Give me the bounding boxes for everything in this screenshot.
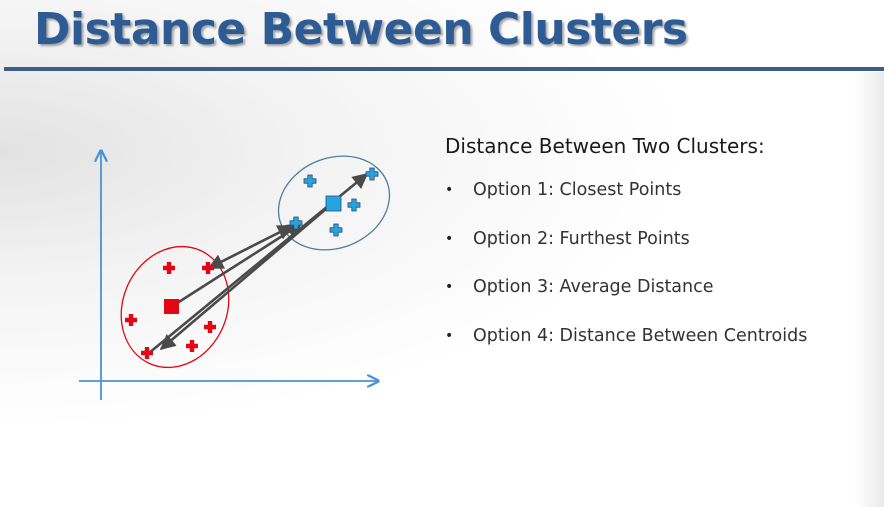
options-list: • Option 1: Closest Points • Option 2: F… bbox=[445, 178, 875, 372]
arrow-average-distance bbox=[170, 222, 303, 309]
text-panel: Distance Between Two Clusters: • Option … bbox=[445, 134, 875, 372]
list-item: • Option 4: Distance Between Centroids bbox=[445, 324, 875, 373]
red-point bbox=[125, 314, 137, 326]
slide-title: Distance Between Clusters bbox=[34, 4, 688, 55]
option-furthest-points: Option 2: Furthest Points bbox=[473, 228, 690, 249]
red-point bbox=[186, 340, 198, 352]
list-item: • Option 1: Closest Points bbox=[445, 178, 875, 227]
list-item: • Option 2: Furthest Points bbox=[445, 227, 875, 276]
blue-cluster-outline bbox=[277, 155, 391, 251]
right-edge-shade bbox=[854, 72, 884, 507]
blue-point bbox=[303, 174, 317, 188]
red-point bbox=[141, 347, 153, 359]
red-point bbox=[163, 262, 175, 274]
title-underline bbox=[4, 67, 884, 71]
arrow-centroids bbox=[159, 202, 334, 351]
option-distance-between-centroids: Option 4: Distance Between Centroids bbox=[473, 325, 808, 346]
title-bar: Distance Between Clusters bbox=[0, 0, 884, 66]
blue-point bbox=[329, 223, 343, 237]
list-item: • Option 3: Average Distance bbox=[445, 275, 875, 324]
bullet-icon: • bbox=[445, 230, 454, 247]
option-closest-points: Option 1: Closest Points bbox=[473, 180, 682, 200]
bullet-icon: • bbox=[445, 327, 454, 344]
blue-centroid bbox=[325, 195, 342, 212]
red-point bbox=[202, 262, 214, 274]
bullet-icon: • bbox=[445, 182, 454, 198]
red-point bbox=[204, 321, 216, 333]
bullet-icon: • bbox=[445, 279, 454, 295]
panel-heading: Distance Between Two Clusters: bbox=[445, 134, 765, 158]
blue-point bbox=[365, 167, 379, 181]
red-centroid bbox=[164, 299, 179, 314]
blue-point bbox=[289, 216, 303, 230]
red-cluster-outline bbox=[120, 245, 230, 369]
option-average-distance: Option 3: Average Distance bbox=[473, 277, 714, 297]
arrow-closest-points bbox=[207, 224, 294, 270]
blue-point bbox=[347, 198, 361, 212]
